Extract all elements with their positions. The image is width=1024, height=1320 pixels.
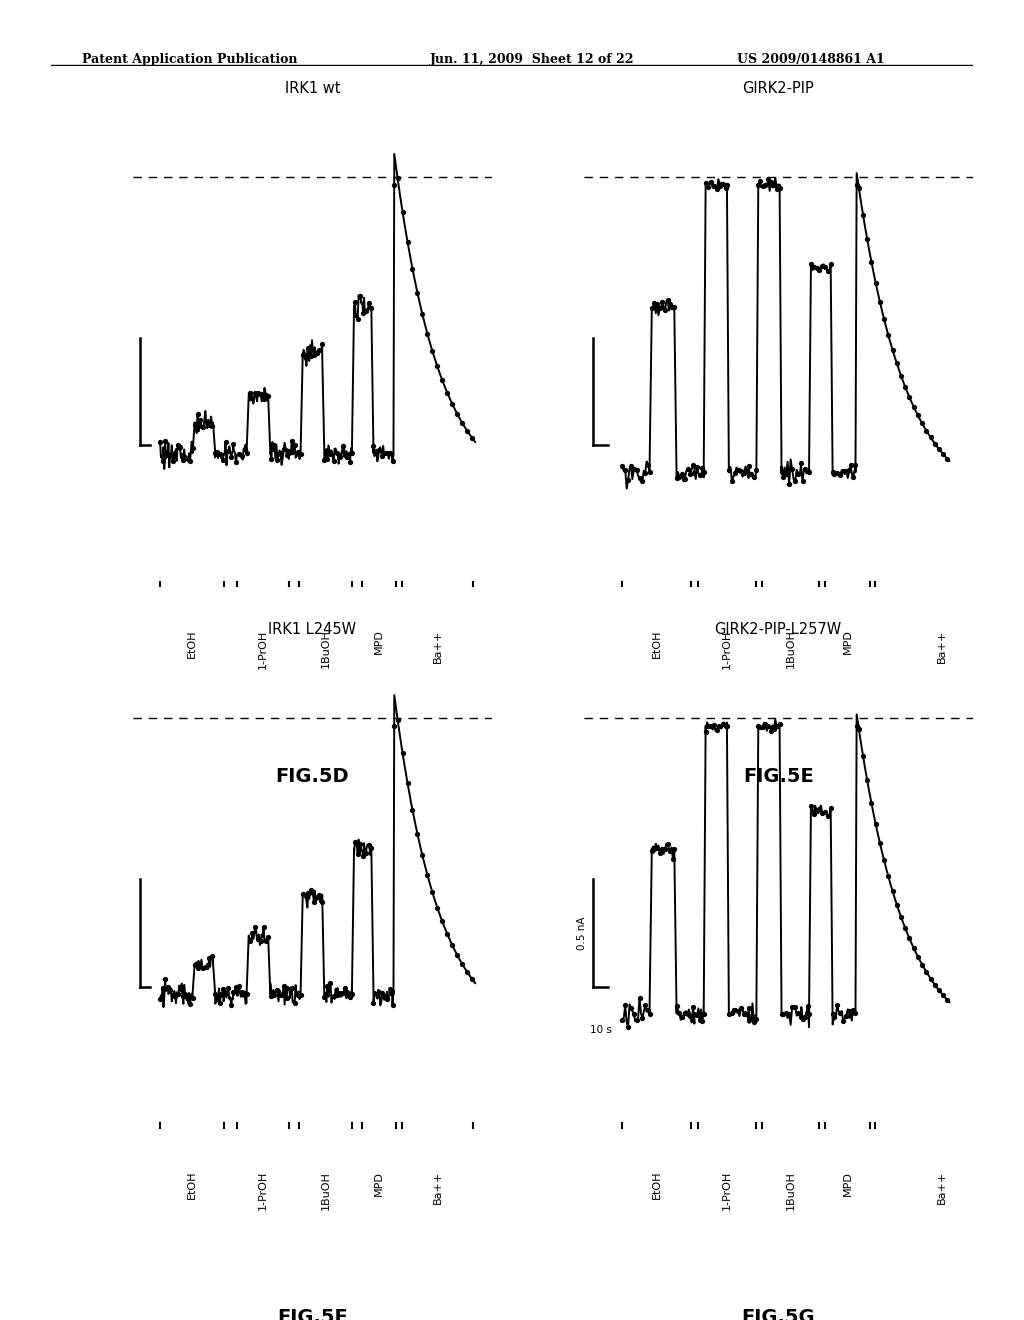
Text: 1-PrOH: 1-PrOH	[258, 630, 267, 669]
Text: Ba++: Ba++	[433, 1171, 442, 1204]
Text: FIG.5E: FIG.5E	[742, 767, 814, 785]
Text: EtOH: EtOH	[187, 630, 197, 659]
Text: FIG.5F: FIG.5F	[276, 1308, 348, 1320]
Text: IRK1 L245W: IRK1 L245W	[268, 622, 356, 638]
Text: Ba++: Ba++	[937, 1171, 947, 1204]
Text: Ba++: Ba++	[937, 630, 947, 663]
Text: IRK1 wt: IRK1 wt	[285, 81, 340, 96]
Text: 1BuOH: 1BuOH	[785, 1171, 796, 1209]
Text: MPD: MPD	[843, 1171, 853, 1196]
Text: EtOH: EtOH	[651, 630, 662, 659]
Text: 1BuOH: 1BuOH	[785, 630, 796, 668]
Text: GIRK2-PIP: GIRK2-PIP	[742, 81, 814, 96]
Text: 1BuOH: 1BuOH	[321, 1171, 331, 1209]
Text: Jun. 11, 2009  Sheet 12 of 22: Jun. 11, 2009 Sheet 12 of 22	[430, 53, 635, 66]
Text: GIRK2-PIP-L257W: GIRK2-PIP-L257W	[715, 622, 842, 638]
Text: FIG.5G: FIG.5G	[741, 1308, 815, 1320]
Text: 0.5 nA: 0.5 nA	[577, 916, 587, 949]
Text: Patent Application Publication: Patent Application Publication	[82, 53, 297, 66]
Text: EtOH: EtOH	[651, 1171, 662, 1200]
Text: 1BuOH: 1BuOH	[321, 630, 331, 668]
Text: Ba++: Ba++	[433, 630, 442, 663]
Text: 1-PrOH: 1-PrOH	[722, 1171, 732, 1210]
Text: US 2009/0148861 A1: US 2009/0148861 A1	[737, 53, 885, 66]
Text: MPD: MPD	[374, 630, 384, 655]
Text: 10 s: 10 s	[590, 1026, 611, 1035]
Text: 1-PrOH: 1-PrOH	[722, 630, 732, 669]
Text: MPD: MPD	[843, 630, 853, 655]
Text: FIG.5D: FIG.5D	[275, 767, 349, 785]
Text: 1-PrOH: 1-PrOH	[258, 1171, 267, 1210]
Text: MPD: MPD	[374, 1171, 384, 1196]
Text: EtOH: EtOH	[187, 1171, 197, 1200]
